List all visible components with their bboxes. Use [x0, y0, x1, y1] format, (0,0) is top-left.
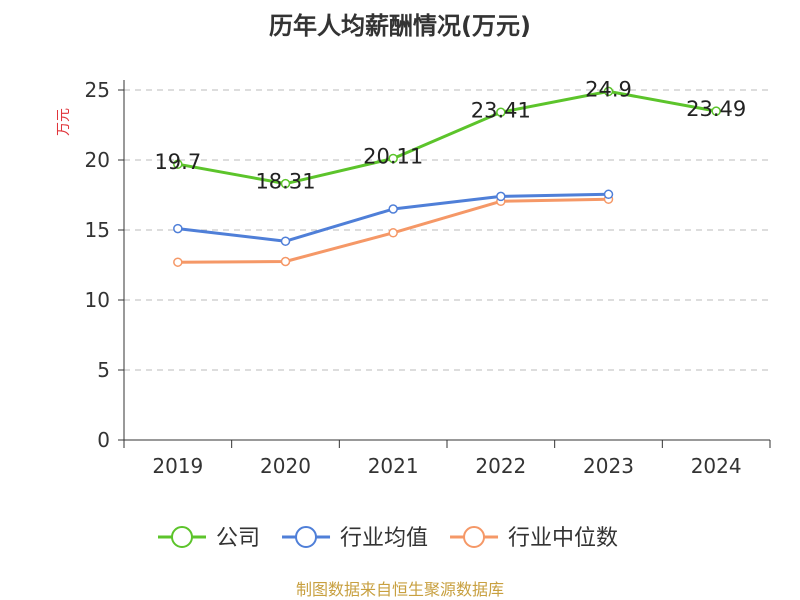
data-point	[173, 257, 183, 267]
data-point	[388, 228, 398, 238]
legend-marker	[463, 526, 486, 548]
data-point	[603, 189, 614, 200]
y-axis-label: 万元	[56, 108, 72, 136]
axes: 0 5 10 15 20 25 2019 2020 2021 2022 2023 2024	[85, 78, 771, 478]
x-tick-label: 2020	[260, 454, 311, 478]
chart-title: 历年人均薪酬情况(万元)	[269, 12, 531, 40]
data-point	[173, 159, 183, 169]
data-label: 20.11	[363, 144, 423, 168]
data-labels: 19.7 18.31 20.11 23.41 24.9 23.49	[154, 77, 746, 193]
y-tick-label: 20	[85, 148, 110, 172]
data-point	[496, 107, 506, 118]
data-label: 18.31	[255, 170, 315, 194]
series-group	[173, 86, 721, 267]
legend-marker	[171, 526, 193, 548]
data-label: 23.49	[686, 97, 746, 121]
y-tick-label: 0	[97, 428, 110, 452]
data-point	[388, 204, 398, 214]
data-point	[280, 178, 291, 189]
series-line	[177, 89, 717, 186]
legend-label: 公司	[216, 526, 260, 551]
source-note: 制图数据来自恒生聚源数据库	[296, 580, 504, 599]
data-point	[496, 191, 506, 202]
y-tick-label: 5	[97, 358, 110, 382]
legend-item-2: 行业中位数	[450, 526, 618, 551]
x-tick-label: 2019	[152, 454, 203, 478]
x-tick-label: 2024	[691, 454, 742, 478]
data-point	[280, 236, 291, 246]
legend-marker	[295, 526, 318, 548]
y-tick-label: 15	[85, 218, 110, 242]
y-tick-label: 10	[85, 288, 110, 312]
data-label: 19.7	[154, 150, 201, 174]
legend: 公司 行业均值 行业中位数	[158, 526, 618, 551]
data-point	[388, 153, 398, 164]
legend-label: 行业中位数	[508, 526, 618, 551]
legend-item-1: 行业均值	[282, 526, 428, 551]
legend-label: 行业均值	[340, 526, 428, 551]
data-point	[280, 256, 291, 267]
data-label: 24.9	[585, 77, 632, 101]
x-tick-label: 2022	[475, 454, 526, 478]
legend-item-0: 公司	[158, 526, 260, 551]
data-point	[173, 223, 183, 234]
data-point	[603, 86, 614, 97]
data-label: 23.41	[471, 98, 531, 122]
data-point	[711, 106, 721, 116]
grid-lines	[124, 89, 770, 371]
y-tick-label: 25	[85, 78, 110, 102]
series-0	[173, 86, 721, 189]
x-tick-label: 2023	[583, 454, 634, 478]
series-1	[173, 189, 614, 246]
x-tick-label: 2021	[368, 454, 419, 478]
